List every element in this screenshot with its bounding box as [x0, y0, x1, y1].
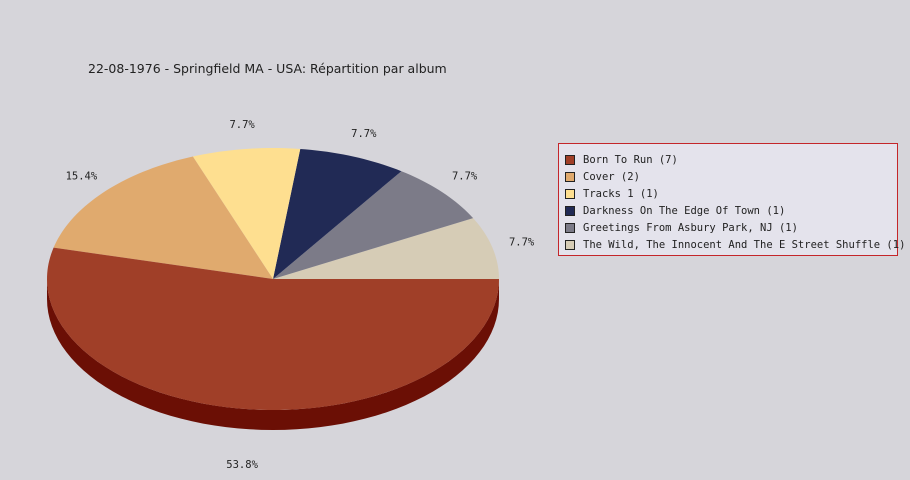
- legend-item: Tracks 1 (1): [565, 185, 897, 202]
- legend-swatch: [565, 154, 575, 165]
- pie-slice-darkness-on-the-edge-of-town-1: [273, 148, 402, 279]
- legend-item: Darkness On The Edge Of Town (1): [565, 202, 897, 219]
- legend-item: Cover (2): [565, 168, 897, 185]
- legend-item: The Wild, The Innocent And The E Street …: [565, 236, 905, 253]
- pie-label-darkness-on-the-edge-of-town-1: 7.7%: [351, 128, 377, 140]
- legend-label: Born To Run (7): [583, 153, 678, 166]
- pie-slice-born-to-run-7: [47, 247, 499, 410]
- legend-item: Born To Run (7): [565, 151, 897, 168]
- pie-slice-greetings-from-asbury-park-nj-1: [273, 171, 474, 279]
- pie-label-tracks-1-1: 7.7%: [229, 119, 255, 131]
- legend-label: The Wild, The Innocent And The E Street …: [583, 238, 906, 251]
- legend-swatch: [565, 205, 575, 216]
- pie-label-cover-2: 15.4%: [66, 171, 98, 183]
- pie-label-the-wild-the-innocent-and-the-e-street-shuffle-1: 7.7%: [509, 237, 535, 249]
- pie-slice-tracks-1-1: [192, 148, 301, 279]
- legend-swatch: [565, 222, 575, 233]
- legend-label: Greetings From Asbury Park, NJ (1): [583, 221, 798, 234]
- pie-label-greetings-from-asbury-park-nj-1: 7.7%: [452, 171, 478, 183]
- legend-swatch: [565, 239, 575, 250]
- legend-swatch: [565, 171, 575, 182]
- pie-slice-cover-2: [53, 156, 273, 279]
- legend-label: Cover (2): [583, 170, 640, 183]
- legend: Born To Run (7) Cover (2) Tracks 1 (1) Dark…: [558, 143, 905, 256]
- legend-label: Darkness On The Edge Of Town (1): [583, 204, 786, 217]
- pie-slice-the-wild-the-innocent-and-the-e-street-shuffle-1: [273, 218, 499, 279]
- legend-swatch: [565, 188, 575, 199]
- legend-item: Greetings From Asbury Park, NJ (1): [565, 219, 897, 236]
- chart-title: 22-08-1976 - Springfield MA - USA: Répar…: [88, 61, 447, 76]
- pie-label-born-to-run-7: 53.8%: [226, 459, 258, 471]
- legend-label: Tracks 1 (1): [583, 187, 659, 200]
